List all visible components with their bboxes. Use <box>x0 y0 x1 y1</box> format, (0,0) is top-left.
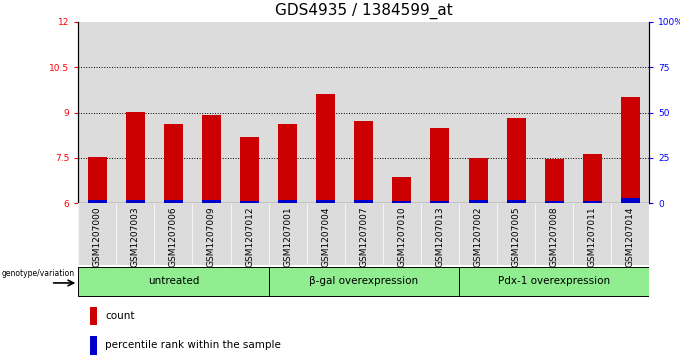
Bar <box>621 198 640 203</box>
Bar <box>392 177 411 203</box>
Bar <box>278 200 297 203</box>
Bar <box>316 94 335 203</box>
Bar <box>269 266 459 296</box>
Text: β-gal overexpression: β-gal overexpression <box>309 276 418 286</box>
Bar <box>164 124 183 203</box>
Text: untreated: untreated <box>148 276 199 286</box>
Bar <box>78 266 269 296</box>
Text: GSM1207013: GSM1207013 <box>435 206 445 267</box>
Bar <box>430 201 449 203</box>
Bar <box>583 201 602 203</box>
Text: GSM1207006: GSM1207006 <box>169 206 178 267</box>
Bar <box>126 200 145 203</box>
Bar <box>583 154 602 203</box>
Bar <box>78 203 649 265</box>
Bar <box>354 200 373 203</box>
Text: percentile rank within the sample: percentile rank within the sample <box>105 340 282 350</box>
Bar <box>354 121 373 203</box>
Bar <box>90 307 97 325</box>
Bar <box>545 201 564 203</box>
Text: GSM1207003: GSM1207003 <box>131 206 140 267</box>
Text: GSM1207009: GSM1207009 <box>207 206 216 267</box>
Bar <box>507 200 526 203</box>
Text: GSM1207011: GSM1207011 <box>588 206 597 267</box>
Bar <box>469 200 488 203</box>
Bar <box>459 266 649 296</box>
Text: GSM1207004: GSM1207004 <box>321 206 330 267</box>
Text: genotype/variation: genotype/variation <box>1 269 75 278</box>
Bar <box>507 118 526 203</box>
Bar <box>545 159 564 203</box>
Text: GSM1207010: GSM1207010 <box>397 206 407 267</box>
Bar <box>392 201 411 203</box>
Bar <box>202 115 221 203</box>
Bar <box>621 97 640 203</box>
Bar <box>469 158 488 203</box>
Bar <box>126 112 145 203</box>
Text: GSM1207000: GSM1207000 <box>92 206 102 267</box>
Bar <box>430 128 449 203</box>
Text: GSM1207005: GSM1207005 <box>511 206 521 267</box>
Text: GSM1207002: GSM1207002 <box>473 206 483 267</box>
Text: count: count <box>105 311 135 321</box>
Text: GSM1207007: GSM1207007 <box>359 206 369 267</box>
Bar <box>90 336 97 355</box>
Title: GDS4935 / 1384599_at: GDS4935 / 1384599_at <box>275 3 453 19</box>
Bar <box>240 201 259 203</box>
Bar <box>240 137 259 203</box>
Bar <box>88 157 107 203</box>
Text: GSM1207014: GSM1207014 <box>626 206 635 267</box>
Bar <box>88 200 107 203</box>
Bar <box>316 200 335 203</box>
Text: GSM1207012: GSM1207012 <box>245 206 254 267</box>
Bar <box>278 124 297 203</box>
Bar <box>202 200 221 203</box>
Text: GSM1207008: GSM1207008 <box>549 206 559 267</box>
Text: GSM1207001: GSM1207001 <box>283 206 292 267</box>
Bar <box>164 200 183 203</box>
Text: Pdx-1 overexpression: Pdx-1 overexpression <box>498 276 610 286</box>
